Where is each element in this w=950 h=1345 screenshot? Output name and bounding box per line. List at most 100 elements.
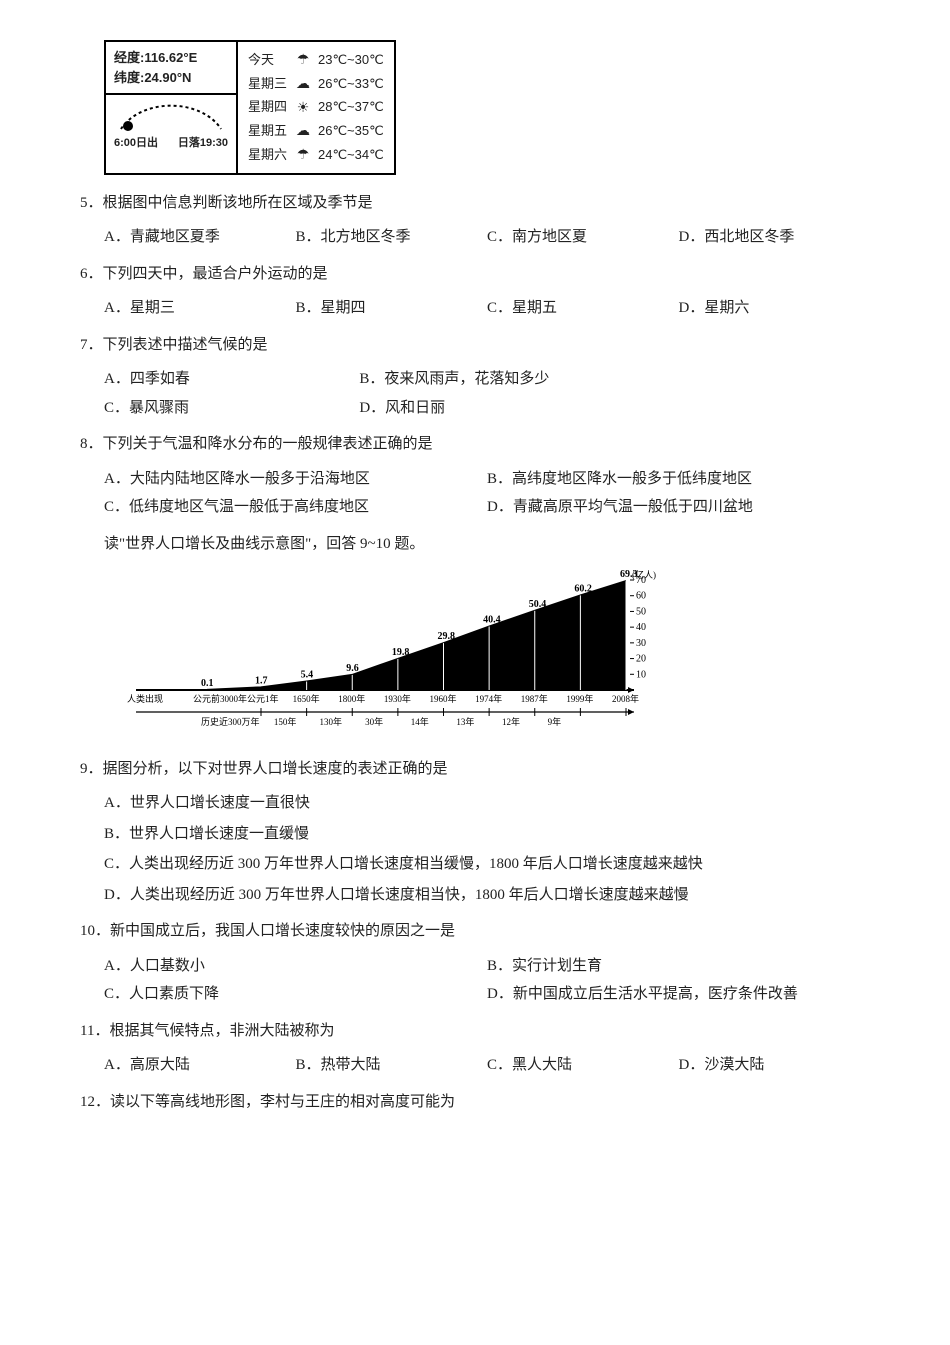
svg-text:13年: 13年 xyxy=(456,716,474,727)
q5-opt-a: A．青藏地区夏季 xyxy=(104,223,296,252)
cloud-icon: ☁ xyxy=(294,72,312,96)
svg-text:69.3: 69.3 xyxy=(620,570,638,581)
svg-text:14年: 14年 xyxy=(411,716,429,727)
forecast-row: 星期四 ☀ 28℃~37℃ xyxy=(248,96,384,120)
forecast-day: 星期四 xyxy=(248,96,288,118)
forecast-temp: 26℃~33℃ xyxy=(318,73,384,95)
q9-options: A．世界人口增长速度一直很快 B．世界人口增长速度一直缓慢 C．人类出现经历近 … xyxy=(104,789,870,909)
forecast-day: 今天 xyxy=(248,49,288,71)
question-12: 12．读以下等高线地形图，李村与王庄的相对高度可能为 xyxy=(80,1088,870,1117)
forecast-row: 星期六 ☂ 24℃~34℃ xyxy=(248,143,384,167)
svg-text:19.8: 19.8 xyxy=(392,647,410,658)
q11-opt-b: B．热带大陆 xyxy=(296,1051,488,1080)
q11-opt-c: C．黑人大陆 xyxy=(487,1051,679,1080)
forecast-temp: 28℃~37℃ xyxy=(318,96,384,118)
q5-options: A．青藏地区夏季 B．北方地区冬季 C．南方地区夏 D．西北地区冬季 xyxy=(104,223,870,252)
population-chart-svg: 10203040506070(亿人)0.11.75.49.619.829.840… xyxy=(101,565,661,735)
forecast-day: 星期三 xyxy=(248,73,288,95)
svg-text:0.1: 0.1 xyxy=(201,678,214,689)
intro-9-10: 读"世界人口增长及曲线示意图"，回答 9~10 题。 xyxy=(104,530,870,559)
question-5: 5．根据图中信息判断该地所在区域及季节是 xyxy=(80,189,870,218)
svg-text:20: 20 xyxy=(636,654,646,665)
q9-opt-d: D．人类出现经历近 300 万年世界人口增长速度相当快，1800 年后人口增长速… xyxy=(104,881,870,910)
svg-text:1.7: 1.7 xyxy=(255,676,268,687)
q7-options-row1: A．四季如春 B．夜来风雨声，花落知多少 xyxy=(104,365,870,394)
forecast-temp: 24℃~34℃ xyxy=(318,144,384,166)
forecast-row: 星期三 ☁ 26℃~33℃ xyxy=(248,72,384,96)
population-chart: 10203040506070(亿人)0.11.75.49.619.829.840… xyxy=(100,564,662,747)
weather-figure: 经度:116.62°E 纬度:24.90°N 6:00日出 日落19:30 今天… xyxy=(104,40,870,175)
forecast-row: 今天 ☂ 23℃~30℃ xyxy=(248,48,384,72)
q6-opt-d: D．星期六 xyxy=(679,294,871,323)
q5-opt-b: B．北方地区冬季 xyxy=(296,223,488,252)
longitude-label: 经度:116.62°E xyxy=(114,48,228,68)
svg-text:公元1年: 公元1年 xyxy=(247,693,279,704)
svg-text:150年: 150年 xyxy=(274,716,297,727)
svg-text:1987年: 1987年 xyxy=(521,693,548,704)
forecast-day: 星期五 xyxy=(248,120,288,142)
sun-icon: ☀ xyxy=(294,96,312,120)
q10-opt-d: D．新中国成立后生活水平提高，医疗条件改善 xyxy=(487,980,870,1009)
q8-opt-d: D．青藏高原平均气温一般低于四川盆地 xyxy=(487,493,870,522)
q6-opt-a: A．星期三 xyxy=(104,294,296,323)
svg-text:29.8: 29.8 xyxy=(438,632,456,643)
svg-text:1930年: 1930年 xyxy=(384,693,411,704)
q8-opt-a: A．大陆内陆地区降水一般多于沿海地区 xyxy=(104,465,487,494)
q8-opt-b: B．高纬度地区降水一般多于低纬度地区 xyxy=(487,465,870,494)
svg-text:130年: 130年 xyxy=(319,716,342,727)
svg-text:1999年: 1999年 xyxy=(566,693,593,704)
svg-text:1974年: 1974年 xyxy=(475,693,502,704)
svg-text:40.4: 40.4 xyxy=(483,615,501,626)
svg-text:10: 10 xyxy=(636,670,646,681)
svg-text:9年: 9年 xyxy=(548,716,562,727)
question-6: 6．下列四天中，最适合户外运动的是 xyxy=(80,260,870,289)
forecast-temp: 23℃~30℃ xyxy=(318,49,384,71)
q7-opt-b: B．夜来风雨声，花落知多少 xyxy=(359,365,870,394)
question-7: 7．下列表述中描述气候的是 xyxy=(80,331,870,360)
q6-opt-c: C．星期五 xyxy=(487,294,679,323)
sun-cell: 6:00日出 日落19:30 xyxy=(106,95,236,156)
svg-text:30年: 30年 xyxy=(365,716,383,727)
q10-opt-b: B．实行计划生育 xyxy=(487,952,870,981)
sunset-label: 日落19:30 xyxy=(178,133,228,154)
sunrise-label: 6:00日出 xyxy=(114,133,158,154)
svg-text:30: 30 xyxy=(636,638,646,649)
q8-options-row2: C．低纬度地区气温一般低于高纬度地区 D．青藏高原平均气温一般低于四川盆地 xyxy=(104,493,870,522)
question-11: 11．根据其气候特点，非洲大陆被称为 xyxy=(80,1017,870,1046)
rain-icon: ☂ xyxy=(294,48,312,72)
forecast-day: 星期六 xyxy=(248,144,288,166)
svg-text:40: 40 xyxy=(636,623,646,634)
q10-opt-a: A．人口基数小 xyxy=(104,952,487,981)
svg-text:60: 60 xyxy=(636,591,646,602)
weather-box: 经度:116.62°E 纬度:24.90°N 6:00日出 日落19:30 今天… xyxy=(104,40,396,175)
q7-opt-c: C．暴风骤雨 xyxy=(104,394,359,423)
q7-opt-d: D．风和日丽 xyxy=(359,394,870,423)
location-cell: 经度:116.62°E 纬度:24.90°N xyxy=(106,42,236,95)
q11-opt-a: A．高原大陆 xyxy=(104,1051,296,1080)
q7-opt-a: A．四季如春 xyxy=(104,365,359,394)
forecast-temp: 26℃~35℃ xyxy=(318,120,384,142)
q11-opt-d: D．沙漠大陆 xyxy=(679,1051,871,1080)
svg-text:60.2: 60.2 xyxy=(574,584,592,595)
question-10: 10．新中国成立后，我国人口增长速度较快的原因之一是 xyxy=(80,917,870,946)
sun-arc-icon xyxy=(116,101,226,131)
q10-opt-c: C．人口素质下降 xyxy=(104,980,487,1009)
rain-icon: ☂ xyxy=(294,143,312,167)
q8-opt-c: C．低纬度地区气温一般低于高纬度地区 xyxy=(104,493,487,522)
latitude-label: 纬度:24.90°N xyxy=(114,68,228,88)
svg-text:5.4: 5.4 xyxy=(301,670,314,681)
q5-opt-c: C．南方地区夏 xyxy=(487,223,679,252)
question-9: 9．据图分析，以下对世界人口增长速度的表述正确的是 xyxy=(80,755,870,784)
q5-opt-d: D．西北地区冬季 xyxy=(679,223,871,252)
forecast-cell: 今天 ☂ 23℃~30℃ 星期三 ☁ 26℃~33℃ 星期四 ☀ 28℃~37℃… xyxy=(238,42,394,173)
q6-opt-b: B．星期四 xyxy=(296,294,488,323)
svg-text:2008年: 2008年 xyxy=(612,693,639,704)
q9-opt-c: C．人类出现经历近 300 万年世界人口增长速度相当缓慢，1800 年后人口增长… xyxy=(104,850,870,879)
svg-text:1650年: 1650年 xyxy=(293,693,320,704)
q7-options-row2: C．暴风骤雨 D．风和日丽 xyxy=(104,394,870,423)
svg-text:1960年: 1960年 xyxy=(430,693,457,704)
svg-text:50.4: 50.4 xyxy=(529,599,547,610)
q8-options-row1: A．大陆内陆地区降水一般多于沿海地区 B．高纬度地区降水一般多于低纬度地区 xyxy=(104,465,870,494)
svg-text:9.6: 9.6 xyxy=(346,663,359,674)
q10-options-row2: C．人口素质下降 D．新中国成立后生活水平提高，医疗条件改善 xyxy=(104,980,870,1009)
